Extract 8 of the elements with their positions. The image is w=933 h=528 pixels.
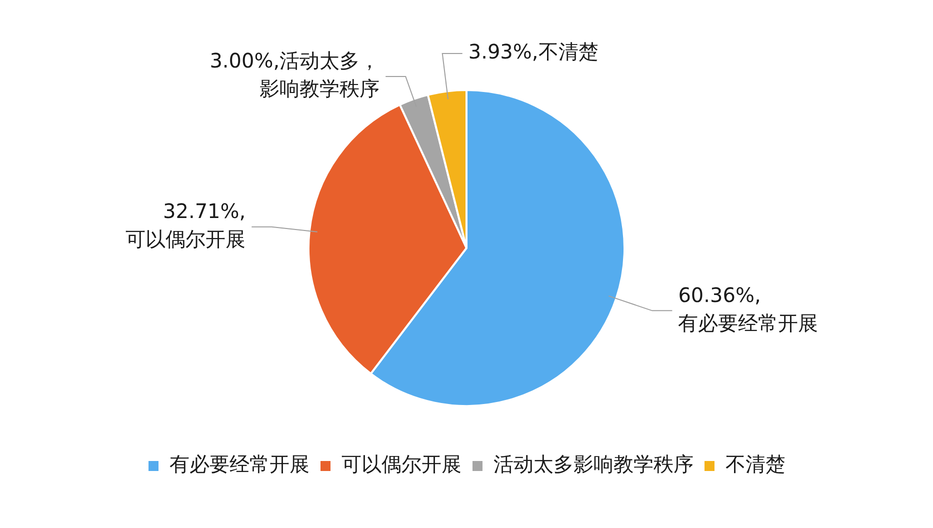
data-label: 3.00%,活动太多，影响教学秩序: [210, 48, 380, 101]
legend-label: 有必要经常开展: [170, 452, 310, 476]
legend-label: 活动太多影响教学秩序: [494, 452, 694, 476]
data-label: 3.93%,不清楚: [468, 40, 598, 64]
data-label: 32.71%,可以偶尔开展: [126, 199, 246, 252]
legend-label: 可以偶尔开展: [342, 452, 462, 476]
data-label: 60.36%,有必要经常开展: [678, 282, 818, 335]
legend-label: 不清楚: [726, 452, 786, 476]
